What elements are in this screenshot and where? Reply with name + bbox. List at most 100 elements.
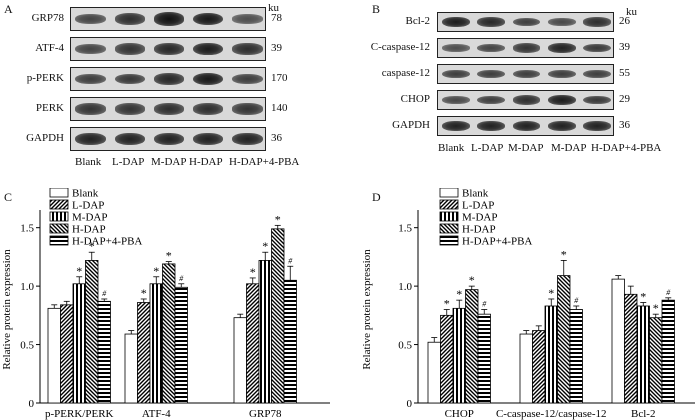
legend-label: H-DAP	[72, 224, 106, 236]
blot-band	[441, 16, 470, 28]
blot-band	[548, 69, 576, 79]
y-tick-label: 1.5	[20, 223, 34, 235]
blot-band	[512, 120, 541, 132]
blot-kda-label: 55	[619, 67, 630, 79]
blot-row-label: PERK	[35, 102, 64, 114]
significance-star: *	[653, 301, 659, 315]
legend-label: H-DAP	[462, 224, 496, 236]
blot-strip	[70, 127, 266, 151]
x-category-label: CHOP	[445, 408, 474, 420]
blot-band	[512, 17, 541, 27]
legend-swatch	[439, 235, 459, 246]
panel-label-b: B	[372, 2, 381, 16]
blot-row-label: GAPDH	[26, 132, 64, 144]
blot-strip	[70, 7, 266, 31]
significance-star: *	[262, 239, 268, 253]
blot-band	[583, 17, 612, 27]
blot-band	[114, 43, 146, 55]
panel-label-d: D	[372, 190, 381, 204]
blot-kda-label: 170	[271, 72, 288, 84]
blot-band	[232, 14, 263, 24]
bar	[124, 333, 138, 404]
bar	[271, 228, 285, 404]
blot-band	[232, 132, 263, 146]
bar	[465, 289, 479, 404]
blot-b-unit: ku	[626, 6, 637, 18]
blot-band	[232, 43, 263, 55]
significance-star: *	[275, 212, 281, 226]
significance-star: *	[640, 289, 646, 303]
blot-strip	[437, 38, 614, 58]
blot-band	[114, 73, 146, 85]
blot-band	[477, 69, 505, 79]
significance-star: *	[166, 249, 172, 263]
blot-band	[153, 132, 185, 146]
blot-strip	[70, 97, 266, 121]
bar	[233, 317, 247, 404]
bar	[162, 263, 176, 404]
x-category-label: GRP78	[249, 408, 282, 420]
legend-label: H-DAP+4-PBA	[72, 236, 142, 248]
blot-row-label: ATF-4	[35, 42, 64, 54]
legend-swatch	[439, 211, 459, 222]
blot-row-label: C-caspase-12	[370, 41, 430, 53]
blot-row-label: p-PERK	[26, 72, 64, 84]
blot-band	[153, 12, 185, 26]
bar	[569, 309, 583, 404]
panel-label-a: A	[4, 2, 13, 16]
significance-hash: #	[102, 289, 107, 298]
blot-band	[114, 103, 146, 115]
blot-band	[441, 120, 470, 132]
significance-hash: #	[288, 256, 293, 265]
blot-lane-label: H-DAP+4-PBA	[229, 156, 300, 168]
legend-swatch	[439, 199, 459, 210]
blot-band	[441, 69, 470, 79]
bar	[452, 307, 466, 404]
blot-band	[548, 120, 576, 132]
blot-band	[477, 17, 505, 27]
blot-row-label: GAPDH	[392, 119, 430, 131]
bar	[85, 260, 99, 404]
bar	[532, 330, 546, 404]
blot-band	[512, 95, 541, 105]
blot-lane-label: Blank	[75, 156, 102, 168]
bar-chart-c: 0 0.5 1.0 1.5 Relative protein expression * * #…	[1, 188, 330, 420]
bar	[544, 305, 558, 404]
significance-star: *	[89, 239, 95, 253]
blot-band	[75, 132, 106, 146]
panel-label-c: C	[4, 190, 13, 204]
legend-swatch	[439, 188, 459, 198]
legend-label: Blank	[72, 188, 99, 200]
blot-kda-label: 39	[619, 41, 630, 53]
bar	[519, 333, 533, 404]
y-axis-label: Relative protein expression	[1, 249, 13, 370]
bar	[137, 302, 151, 404]
blot-lane-label: L-DAP	[471, 142, 504, 154]
bar	[283, 279, 297, 404]
significance-star: *	[153, 264, 159, 278]
y-tick-label: 0.5	[398, 340, 412, 352]
legend-swatch	[49, 223, 69, 234]
blot-band	[75, 73, 106, 85]
blot-strip	[70, 37, 266, 61]
blot-band	[192, 42, 224, 56]
bar	[636, 305, 650, 404]
bar	[60, 304, 74, 404]
blot-kda-label: 140	[271, 102, 288, 114]
legend-label: H-DAP+4-PBA	[462, 236, 532, 248]
legend-label: M-DAP	[462, 212, 497, 224]
blot-band	[441, 44, 470, 52]
y-tick-label: 0.5	[20, 340, 34, 352]
y-tick-label: 1.5	[398, 223, 412, 235]
blot-row-label: Bcl-2	[405, 15, 430, 27]
blot-strip	[437, 116, 614, 136]
blot-kda-label: 36	[271, 132, 282, 144]
blot-band	[192, 103, 224, 115]
blot-strip	[437, 64, 614, 84]
blot-kda-label: 39	[271, 42, 282, 54]
blot-strip	[70, 67, 266, 91]
bar	[149, 283, 163, 404]
blot-band	[512, 43, 541, 53]
blot-band	[114, 13, 146, 25]
bar	[258, 260, 272, 404]
